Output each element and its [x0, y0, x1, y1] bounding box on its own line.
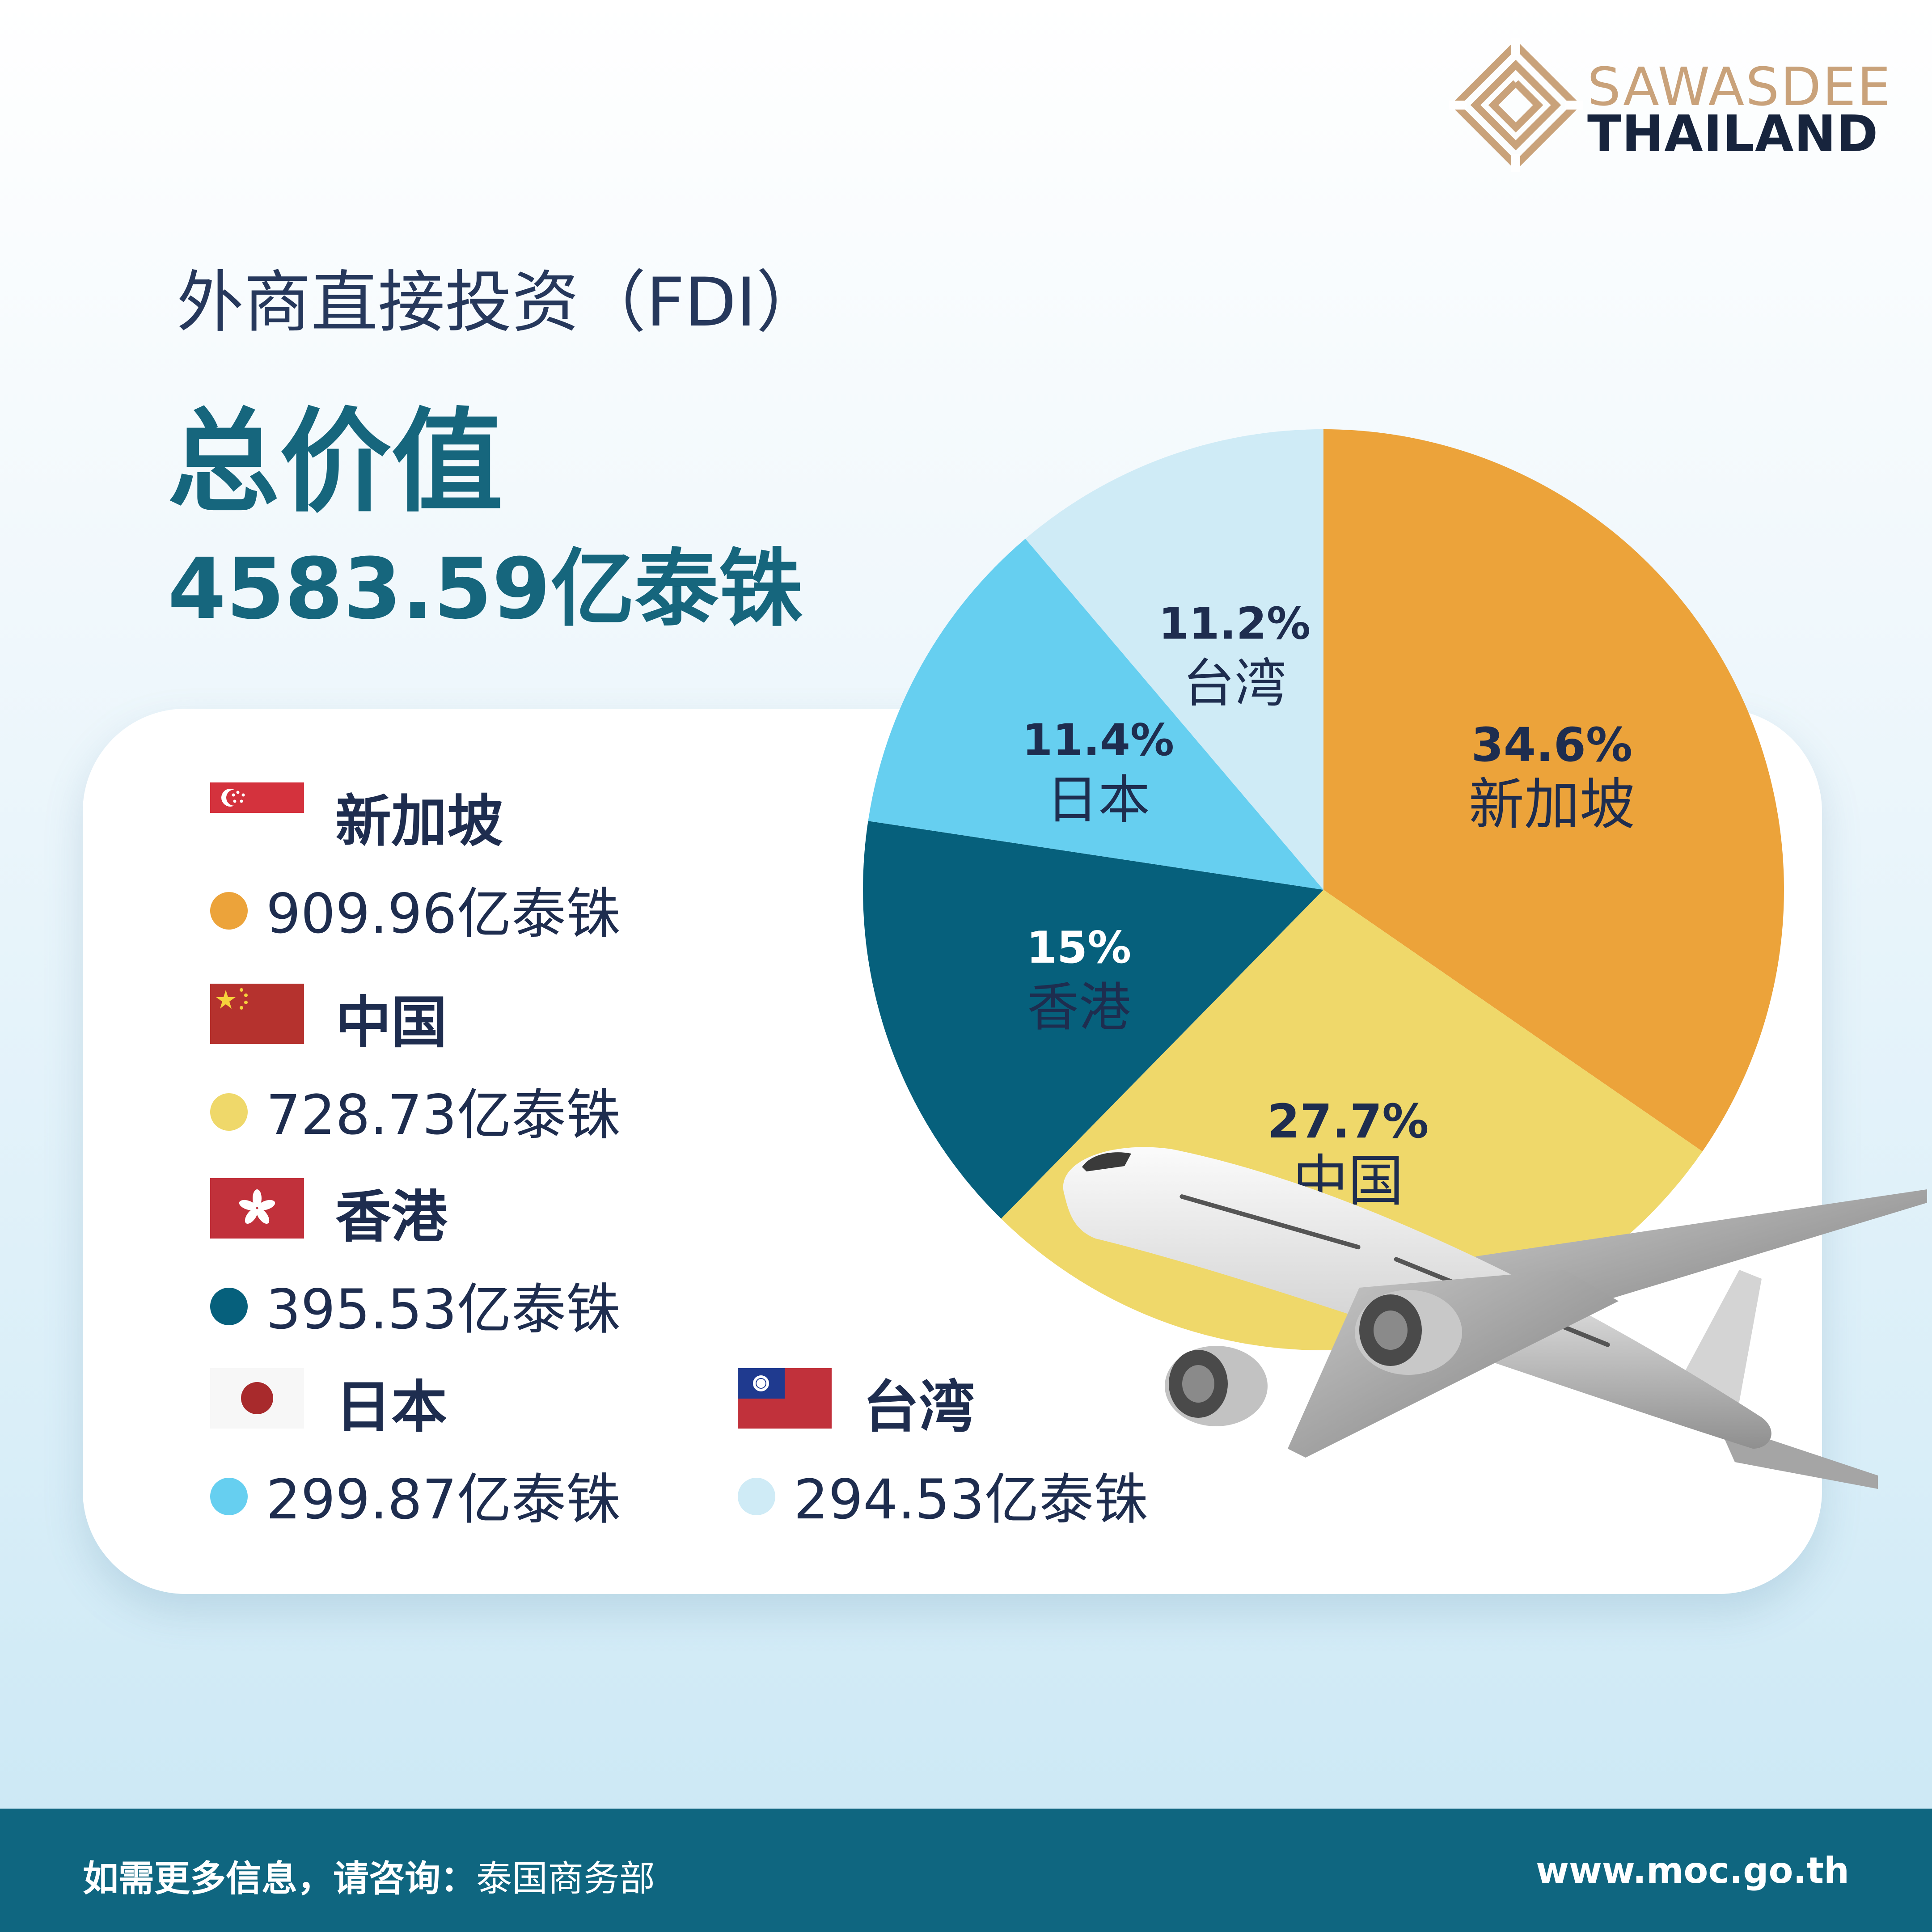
footer-bar: 如需更多信息，请咨询：泰国商务部 www.moc.go.th	[0, 1809, 1932, 1932]
pie-percent-label-taiwan: 11.2%	[1158, 599, 1311, 650]
page-title: 总价值	[168, 397, 503, 527]
pie-name-label-singapore: 新加坡	[1469, 773, 1635, 837]
footer-info-prefix: 如需更多信息，请咨询：	[83, 1858, 476, 1899]
hongkong-flag-icon	[210, 1178, 304, 1239]
china-flag-icon	[210, 984, 304, 1044]
pie-percent-label-japan: 11.4%	[1022, 715, 1174, 766]
pie-slice-singapore	[1323, 429, 1784, 1152]
japan-flag-icon	[210, 1368, 304, 1429]
legend-value-taiwan: 294.53亿泰铢	[794, 1468, 1148, 1531]
pie-percent-label-hongkong: 15%	[1027, 922, 1132, 973]
pie-percent-label-singapore: 34.6%	[1471, 718, 1632, 772]
pie-slice-hongkong	[863, 821, 1323, 1219]
pie-name-label-taiwan: 台湾	[1183, 654, 1286, 714]
footer-info: 如需更多信息，请咨询：泰国商务部	[83, 1850, 655, 1902]
legend-dot-china	[210, 1093, 248, 1131]
brand-line2: THAILAND	[1587, 105, 1879, 163]
footer-website-link[interactable]: www.moc.go.th	[1536, 1850, 1849, 1891]
legend-name-hongkong: 香港	[335, 1185, 447, 1250]
pie-percent-label-china: 27.7%	[1268, 1094, 1429, 1149]
legend-dot-japan	[210, 1478, 248, 1515]
legend-dot-hongkong	[210, 1288, 248, 1325]
legend-value-singapore: 909.96亿泰铢	[266, 882, 621, 946]
legend-name-singapore: 新加坡	[335, 789, 503, 854]
legend-name-japan: 日本	[335, 1375, 447, 1440]
footer-info-source: 泰国商务部	[476, 1858, 655, 1899]
brand-line1: SAWASDEE	[1587, 56, 1892, 118]
legend-value-hongkong: 395.53亿泰铢	[266, 1278, 621, 1341]
total-value: 4583.59亿泰铢	[168, 540, 803, 638]
legend-value-japan: 299.87亿泰铢	[266, 1468, 621, 1531]
legend-name-taiwan: 台湾	[863, 1375, 975, 1440]
page-subtitle: 外商直接投资（FDI）	[177, 264, 824, 342]
legend-dot-taiwan	[738, 1478, 775, 1515]
singapore-flag-icon	[210, 782, 304, 843]
legend-dot-singapore	[210, 892, 248, 930]
pie-slice-taiwan	[1025, 429, 1323, 890]
brand-logo: SAWASDEE THAILAND	[1449, 38, 1890, 172]
taiwan-flag-icon	[738, 1368, 832, 1429]
legend-name-china: 中国	[335, 990, 447, 1055]
pie-name-label-japan: 日本	[1046, 770, 1150, 830]
airplane-icon	[1063, 1147, 1927, 1489]
sawasdee-logo-icon	[1449, 38, 1583, 172]
pie-name-label-hongkong: 香港	[1027, 977, 1131, 1038]
pie-slice-japan	[868, 538, 1323, 890]
legend-value-china: 728.73亿泰铢	[266, 1083, 621, 1147]
